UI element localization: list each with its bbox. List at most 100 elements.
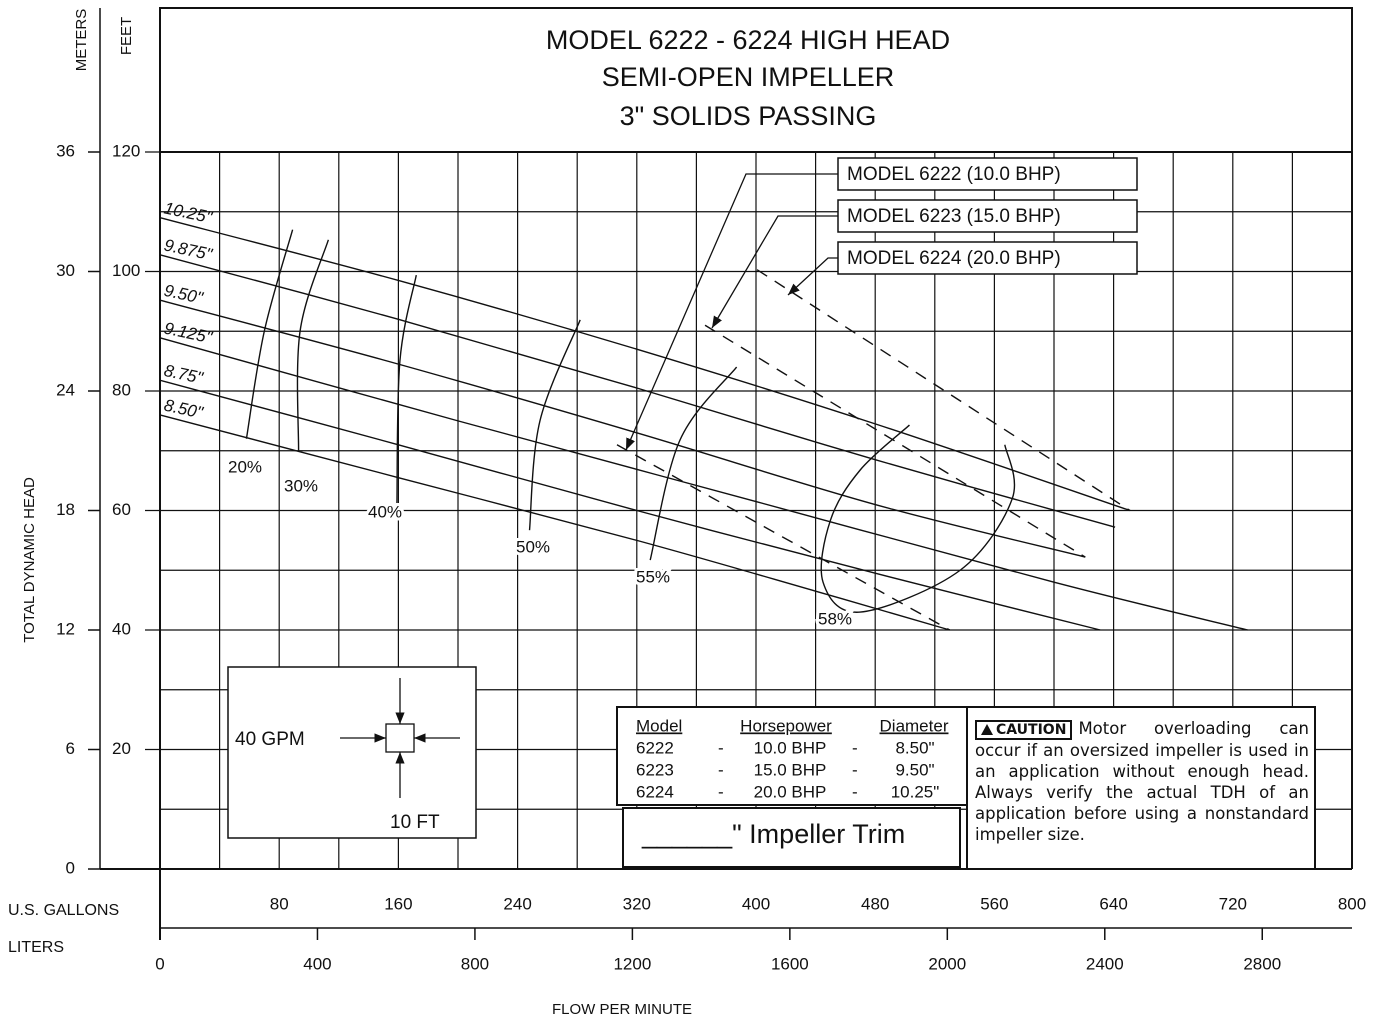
x-tick-label: 720 [1219, 894, 1247, 913]
table-header: Model [636, 716, 682, 735]
y2-tick-label: 24 [56, 380, 75, 399]
table-cell: 10.0 BHP [754, 738, 827, 757]
impeller-label: 9.125" [162, 319, 214, 348]
arrow [625, 173, 838, 451]
trim-text: ______" Impeller Trim [641, 819, 905, 849]
y-tick-label: 100 [112, 261, 140, 280]
impeller-curve [159, 337, 1248, 631]
y2-tick-label: 0 [66, 858, 75, 877]
warning-icon [981, 724, 993, 735]
y-tick-label: 60 [112, 500, 131, 519]
model-labels: MODEL 6222 (10.0 BHP) MODEL 6223 (15.0 B… [625, 157, 1138, 451]
impeller-curve [159, 379, 1101, 631]
efficiency-curve [820, 424, 1016, 613]
x-tick-label: 160 [384, 894, 412, 913]
x2-axis-label: LITERS [8, 939, 64, 956]
impeller-label: 10.25" [162, 198, 214, 227]
efficiency-curve [296, 239, 330, 451]
model-label: MODEL 6224 (20.0 BHP) [847, 248, 1061, 269]
y2-tick-label: 30 [56, 261, 75, 280]
table-cell: 8.50" [895, 738, 934, 757]
inset-head: 10 FT [390, 812, 440, 833]
table-cell: - [718, 760, 724, 779]
x2-tick-label: 1200 [613, 954, 651, 973]
x-tick-label: 240 [503, 894, 531, 913]
impeller-curve [159, 414, 950, 631]
table-cell: - [852, 782, 858, 801]
table-cell: - [718, 782, 724, 801]
table-cell: 6223 [636, 760, 674, 779]
table-box [616, 706, 968, 806]
arrow [711, 215, 838, 329]
x-tick-label: 400 [742, 894, 770, 913]
impeller-label: 8.50" [162, 396, 205, 423]
inset-box [227, 666, 477, 839]
x-axis-label: U.S. GALLONS [8, 902, 119, 919]
impeller-label: 9.875" [162, 235, 214, 264]
arrow [787, 257, 838, 296]
scale-inset: 40 GPM 10 FT [227, 666, 477, 839]
hp-limit-line [704, 324, 1086, 558]
x-tick-label: 320 [623, 894, 651, 913]
title-line: SEMI-OPEN IMPELLER [602, 62, 895, 92]
efficiency-curve [245, 229, 294, 439]
x2-tick-label: 2000 [928, 954, 966, 973]
y2-tick-label: 36 [56, 141, 75, 160]
x2-tick-label: 400 [303, 954, 331, 973]
x2-tick-label: 2800 [1243, 954, 1281, 973]
label-box [837, 157, 1138, 191]
x2-tick-label: 0 [155, 954, 164, 973]
model-label: MODEL 6223 (15.0 BHP) [847, 206, 1061, 227]
x-tick-label: 480 [861, 894, 889, 913]
caution-box [966, 706, 1316, 870]
y-tick-label: 80 [112, 380, 131, 399]
x-tick-label: 800 [1338, 894, 1366, 913]
efficiency-label: 40% [368, 502, 402, 521]
x-axis-title: FLOW PER MINUTE [552, 1001, 692, 1018]
efficiency-curve [649, 366, 738, 561]
impeller-curve [159, 254, 1116, 528]
efficiency-label: 50% [516, 537, 550, 556]
impeller-label: 8.75" [162, 361, 205, 388]
efficiency-label: 55% [636, 567, 670, 586]
y-tick-label: 40 [112, 619, 131, 638]
table-rows: 6222 - 10.0 BHP - 8.50" 6223 - 15.0 BHP - 9.50" 62… [636, 738, 939, 801]
table-cell: 6224 [636, 782, 674, 801]
hp-limit-line [756, 269, 1131, 512]
table-cell: - [852, 760, 858, 779]
y-tick-label: 120 [112, 141, 140, 160]
inset-flow: 40 GPM [235, 729, 305, 750]
spec-table: Model Horsepower Diameter 6222 - 10.0 BHP -… [616, 706, 968, 806]
impeller-curve [159, 299, 1086, 558]
y-axis-title: TOTAL DYNAMIC HEAD [21, 477, 38, 643]
model-label: MODEL 6222 (10.0 BHP) [847, 164, 1061, 185]
efficiency-curve [396, 274, 417, 505]
x-tick-label: 640 [1099, 894, 1127, 913]
y2-tick-label: 18 [56, 500, 75, 519]
table-cell: - [852, 738, 858, 757]
y2-tick-label: 6 [66, 739, 75, 758]
table-cell: 10.25" [891, 782, 940, 801]
table-header: Diameter [880, 716, 949, 735]
x2-tick-label: 1600 [771, 954, 809, 973]
x2-tick-label: 2400 [1086, 954, 1124, 973]
title-line: MODEL 6222 - 6224 HIGH HEAD [546, 25, 950, 55]
y-tick-label: 20 [112, 739, 131, 758]
table-cell: 20.0 BHP [754, 782, 827, 801]
efficiency-label: 30% [284, 476, 318, 495]
y2-axis-label: METERS [73, 9, 90, 72]
caution-label: CAUTION [996, 722, 1067, 738]
title-line: 3" SOLIDS PASSING [620, 101, 877, 131]
x2-tick-label: 800 [461, 954, 489, 973]
trim-box [622, 807, 961, 868]
table-header: Horsepower [740, 716, 832, 735]
impeller-curve [159, 217, 1131, 512]
impeller-label: 9.50" [162, 281, 205, 308]
inset-square [385, 723, 415, 753]
x-tick-label: 80 [270, 894, 289, 913]
y2-tick-label: 12 [56, 619, 75, 638]
caution-text: Motor overloading can occur if an oversi… [975, 719, 1309, 844]
caution-area: CAUTION Motor overloading can occur if an… [975, 719, 1309, 844]
table-cell: - [718, 738, 724, 757]
